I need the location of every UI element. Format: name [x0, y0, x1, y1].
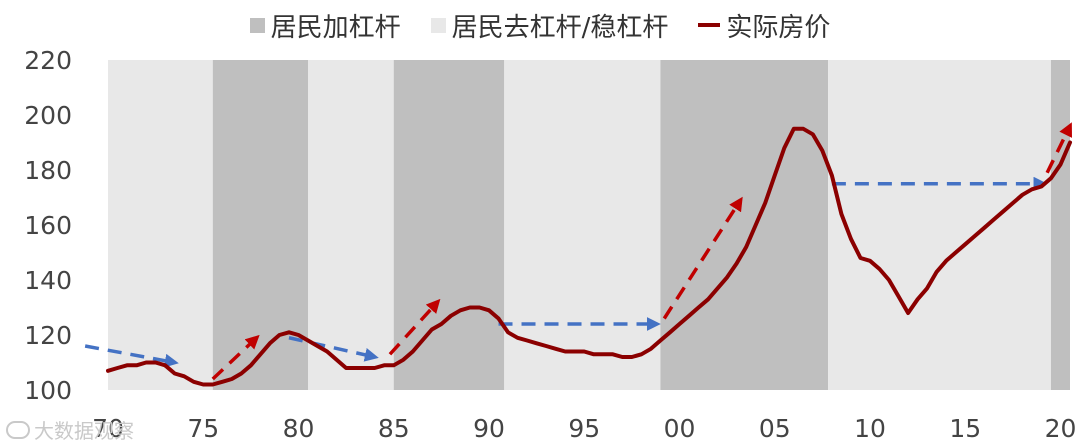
legend-swatch-real-price [698, 23, 721, 27]
y-tick-label-160: 160 [24, 211, 72, 240]
watermark: 大数据观察 [6, 415, 134, 444]
x-tick-label-15: 15 [949, 414, 981, 443]
x-tick-label-75: 75 [187, 414, 219, 443]
period-band-7 [1050, 60, 1070, 390]
series-line-0 [106, 126, 1072, 387]
chart-legend: 居民加杠杆 居民去杠杆/稳杠杆 实际房价 [0, 6, 1080, 44]
x-tick-label-90: 90 [473, 414, 505, 443]
trend-arrow-3 [388, 298, 441, 356]
y-tick-label-220: 220 [24, 46, 72, 75]
trend-arrow-0 [84, 344, 179, 368]
y-tick-label-140: 140 [24, 266, 72, 295]
legend-item-real-price: 实际房价 [698, 7, 830, 44]
x-tick-label-05: 05 [759, 414, 791, 443]
legend-label-leverage-up: 居民加杠杆 [270, 12, 401, 43]
legend-swatch-deleverage [430, 17, 446, 33]
x-tick-label-70: 70 [92, 414, 124, 443]
x-tick-label-80: 80 [283, 414, 315, 443]
x-tick-label-20: 20 [1045, 414, 1077, 443]
y-tick-label-100: 100 [24, 376, 72, 405]
watermark-logo-icon [6, 420, 30, 439]
legend-item-leverage-up: 居民加杠杆 [249, 7, 401, 44]
legend-item-deleverage: 居民去杠杆/稳杠杆 [430, 7, 669, 44]
legend-label-real-price: 实际房价 [726, 12, 831, 43]
x-tick-label-00: 00 [664, 414, 696, 443]
y-tick-label-200: 200 [24, 101, 72, 130]
period-band-4 [504, 60, 661, 390]
watermark-text: 大数据观察 [34, 419, 134, 443]
period-band-0 [108, 60, 213, 390]
period-band-2 [308, 60, 394, 390]
x-tick-label-95: 95 [568, 414, 600, 443]
trend-arrow-7 [1045, 122, 1072, 174]
y-tick-label-180: 180 [24, 156, 72, 185]
trend-arrow-5 [662, 196, 743, 320]
x-tick-label-10: 10 [854, 414, 886, 443]
trend-arrow-2 [288, 336, 379, 362]
period-band-5 [660, 60, 829, 390]
trend-arrow-1 [211, 334, 260, 381]
period-band-3 [393, 60, 505, 390]
legend-label-deleverage: 居民去杠杆/稳杠杆 [451, 12, 669, 43]
y-tick-label-120: 120 [24, 321, 72, 350]
x-tick-label-85: 85 [378, 414, 410, 443]
period-band-6 [828, 60, 1051, 390]
legend-swatch-leverage-up [249, 17, 265, 33]
